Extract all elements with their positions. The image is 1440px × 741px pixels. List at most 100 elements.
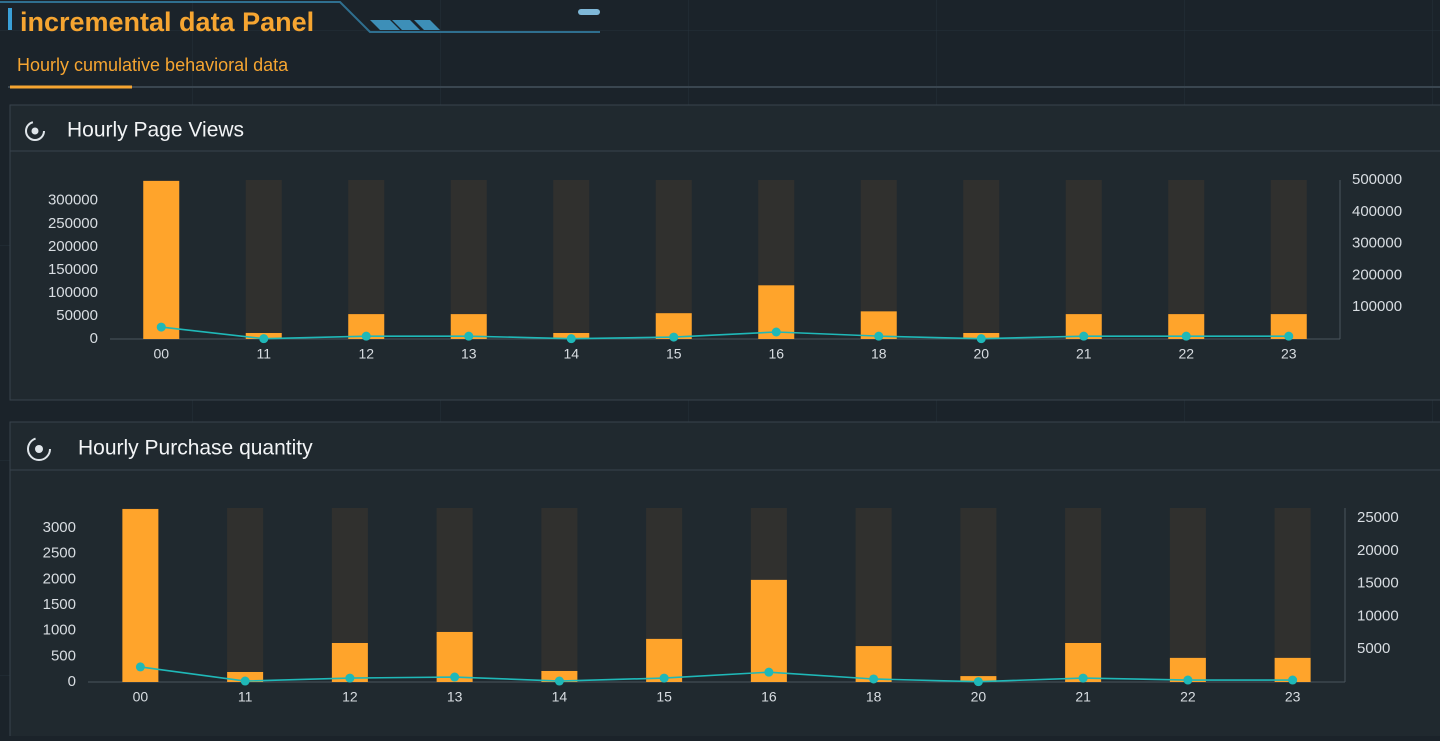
x-tick-label: 23 [1281, 346, 1297, 362]
x-tick-label: 21 [1075, 689, 1091, 705]
y-tick-label: 100000 [48, 284, 98, 301]
x-tick-label: 14 [563, 346, 579, 362]
x-tick-label: 12 [358, 346, 374, 362]
y-tick-label: 50000 [56, 307, 98, 324]
bar-shadow [541, 508, 578, 682]
line-point [240, 676, 250, 686]
panel-icon [27, 437, 51, 461]
line-point [554, 676, 564, 686]
x-tick-label: 11 [238, 689, 253, 705]
line-point [659, 673, 669, 683]
line-point [566, 334, 576, 344]
line-point [361, 331, 371, 341]
bar [122, 509, 159, 682]
y2-tick-label: 15000 [1357, 575, 1399, 592]
y2-tick-label: 10000 [1357, 607, 1399, 624]
x-tick-label: 00 [153, 346, 169, 362]
bar [541, 670, 578, 682]
bar-shadow [1065, 180, 1102, 339]
title-marker [8, 8, 12, 30]
panel-title: Hourly Purchase quantity [78, 437, 313, 460]
y-tick-label: 300000 [48, 192, 98, 209]
bar-shadow [1168, 180, 1205, 339]
y-tick-label: 250000 [48, 215, 98, 232]
line-point [259, 334, 269, 344]
panel-icon [25, 121, 45, 141]
line [161, 326, 1289, 340]
y-tick-label: 2000 [43, 570, 76, 587]
line-point [973, 677, 983, 687]
header-pill [578, 9, 600, 15]
x-tick-label: 16 [768, 346, 784, 362]
y-tick-label: 1500 [43, 596, 76, 613]
header-frame [0, 1, 600, 33]
bar-shadow [1274, 508, 1311, 682]
line-point [669, 332, 679, 342]
line-point [345, 673, 355, 683]
bar-shadow [963, 180, 1000, 339]
line-point [1284, 331, 1294, 341]
y2-tick-label: 400000 [1352, 203, 1402, 220]
x-tick-label: 16 [761, 689, 777, 705]
x-tick-label: 13 [461, 346, 477, 362]
line-point [1288, 675, 1298, 685]
y2-tick-label: 500000 [1352, 171, 1402, 188]
header-stripes [370, 20, 440, 30]
y2-tick-label: 25000 [1357, 509, 1399, 526]
line-point [450, 672, 460, 682]
header-subtitle: Hourly cumulative behavioral data [17, 55, 289, 75]
x-tick-label: 00 [133, 689, 149, 705]
y-tick-label: 2500 [43, 545, 76, 562]
line-point [1078, 673, 1088, 683]
y2-tick-label: 20000 [1357, 542, 1399, 559]
line-point [976, 334, 986, 344]
line-point [1183, 675, 1193, 685]
x-tick-label: 15 [666, 346, 682, 362]
line-point [1079, 331, 1089, 341]
y-tick-label: 1000 [43, 622, 76, 639]
bar-shadow [553, 180, 590, 339]
line-point [771, 327, 781, 337]
y2-tick-label: 100000 [1352, 298, 1402, 315]
line-point [156, 322, 166, 332]
bar [750, 579, 787, 682]
header-title: incremental data Panel [20, 7, 314, 37]
bar-shadow [655, 180, 692, 339]
line-point [135, 662, 145, 672]
x-tick-label: 21 [1076, 346, 1092, 362]
y2-tick-label: 300000 [1352, 235, 1402, 252]
x-tick-label: 23 [1285, 689, 1301, 705]
bar-shadow [1169, 508, 1206, 682]
panel-title: Hourly Page Views [67, 119, 244, 142]
line-point [764, 667, 774, 677]
x-tick-label: 18 [871, 346, 887, 362]
x-tick-label: 11 [256, 346, 271, 362]
bar-shadow [1270, 180, 1307, 339]
bar [143, 180, 180, 339]
bar-shadow [348, 180, 385, 339]
x-tick-label: 12 [342, 689, 358, 705]
bar-shadow [450, 180, 487, 339]
y2-tick-label: 5000 [1357, 640, 1390, 657]
bar-shadow [245, 180, 282, 339]
panel-icon-dot [31, 127, 39, 135]
panel [9, 421, 1440, 741]
bar-shadow [227, 508, 264, 682]
line-point [874, 331, 884, 341]
line-point [869, 674, 879, 684]
y-tick-label: 150000 [48, 261, 98, 278]
x-tick-label: 20 [971, 689, 987, 705]
bar-shadow [960, 508, 997, 682]
y-tick-label: 0 [68, 673, 76, 690]
line-point [464, 331, 474, 341]
line [140, 666, 1293, 683]
x-tick-label: 15 [656, 689, 672, 705]
x-tick-label: 18 [866, 689, 882, 705]
y-tick-label: 200000 [48, 238, 98, 255]
panel [9, 104, 1440, 401]
panel-icon-dot [35, 445, 43, 453]
y2-tick-label: 200000 [1352, 266, 1402, 283]
line-point [1181, 331, 1191, 341]
y-tick-label: 0 [90, 330, 98, 347]
